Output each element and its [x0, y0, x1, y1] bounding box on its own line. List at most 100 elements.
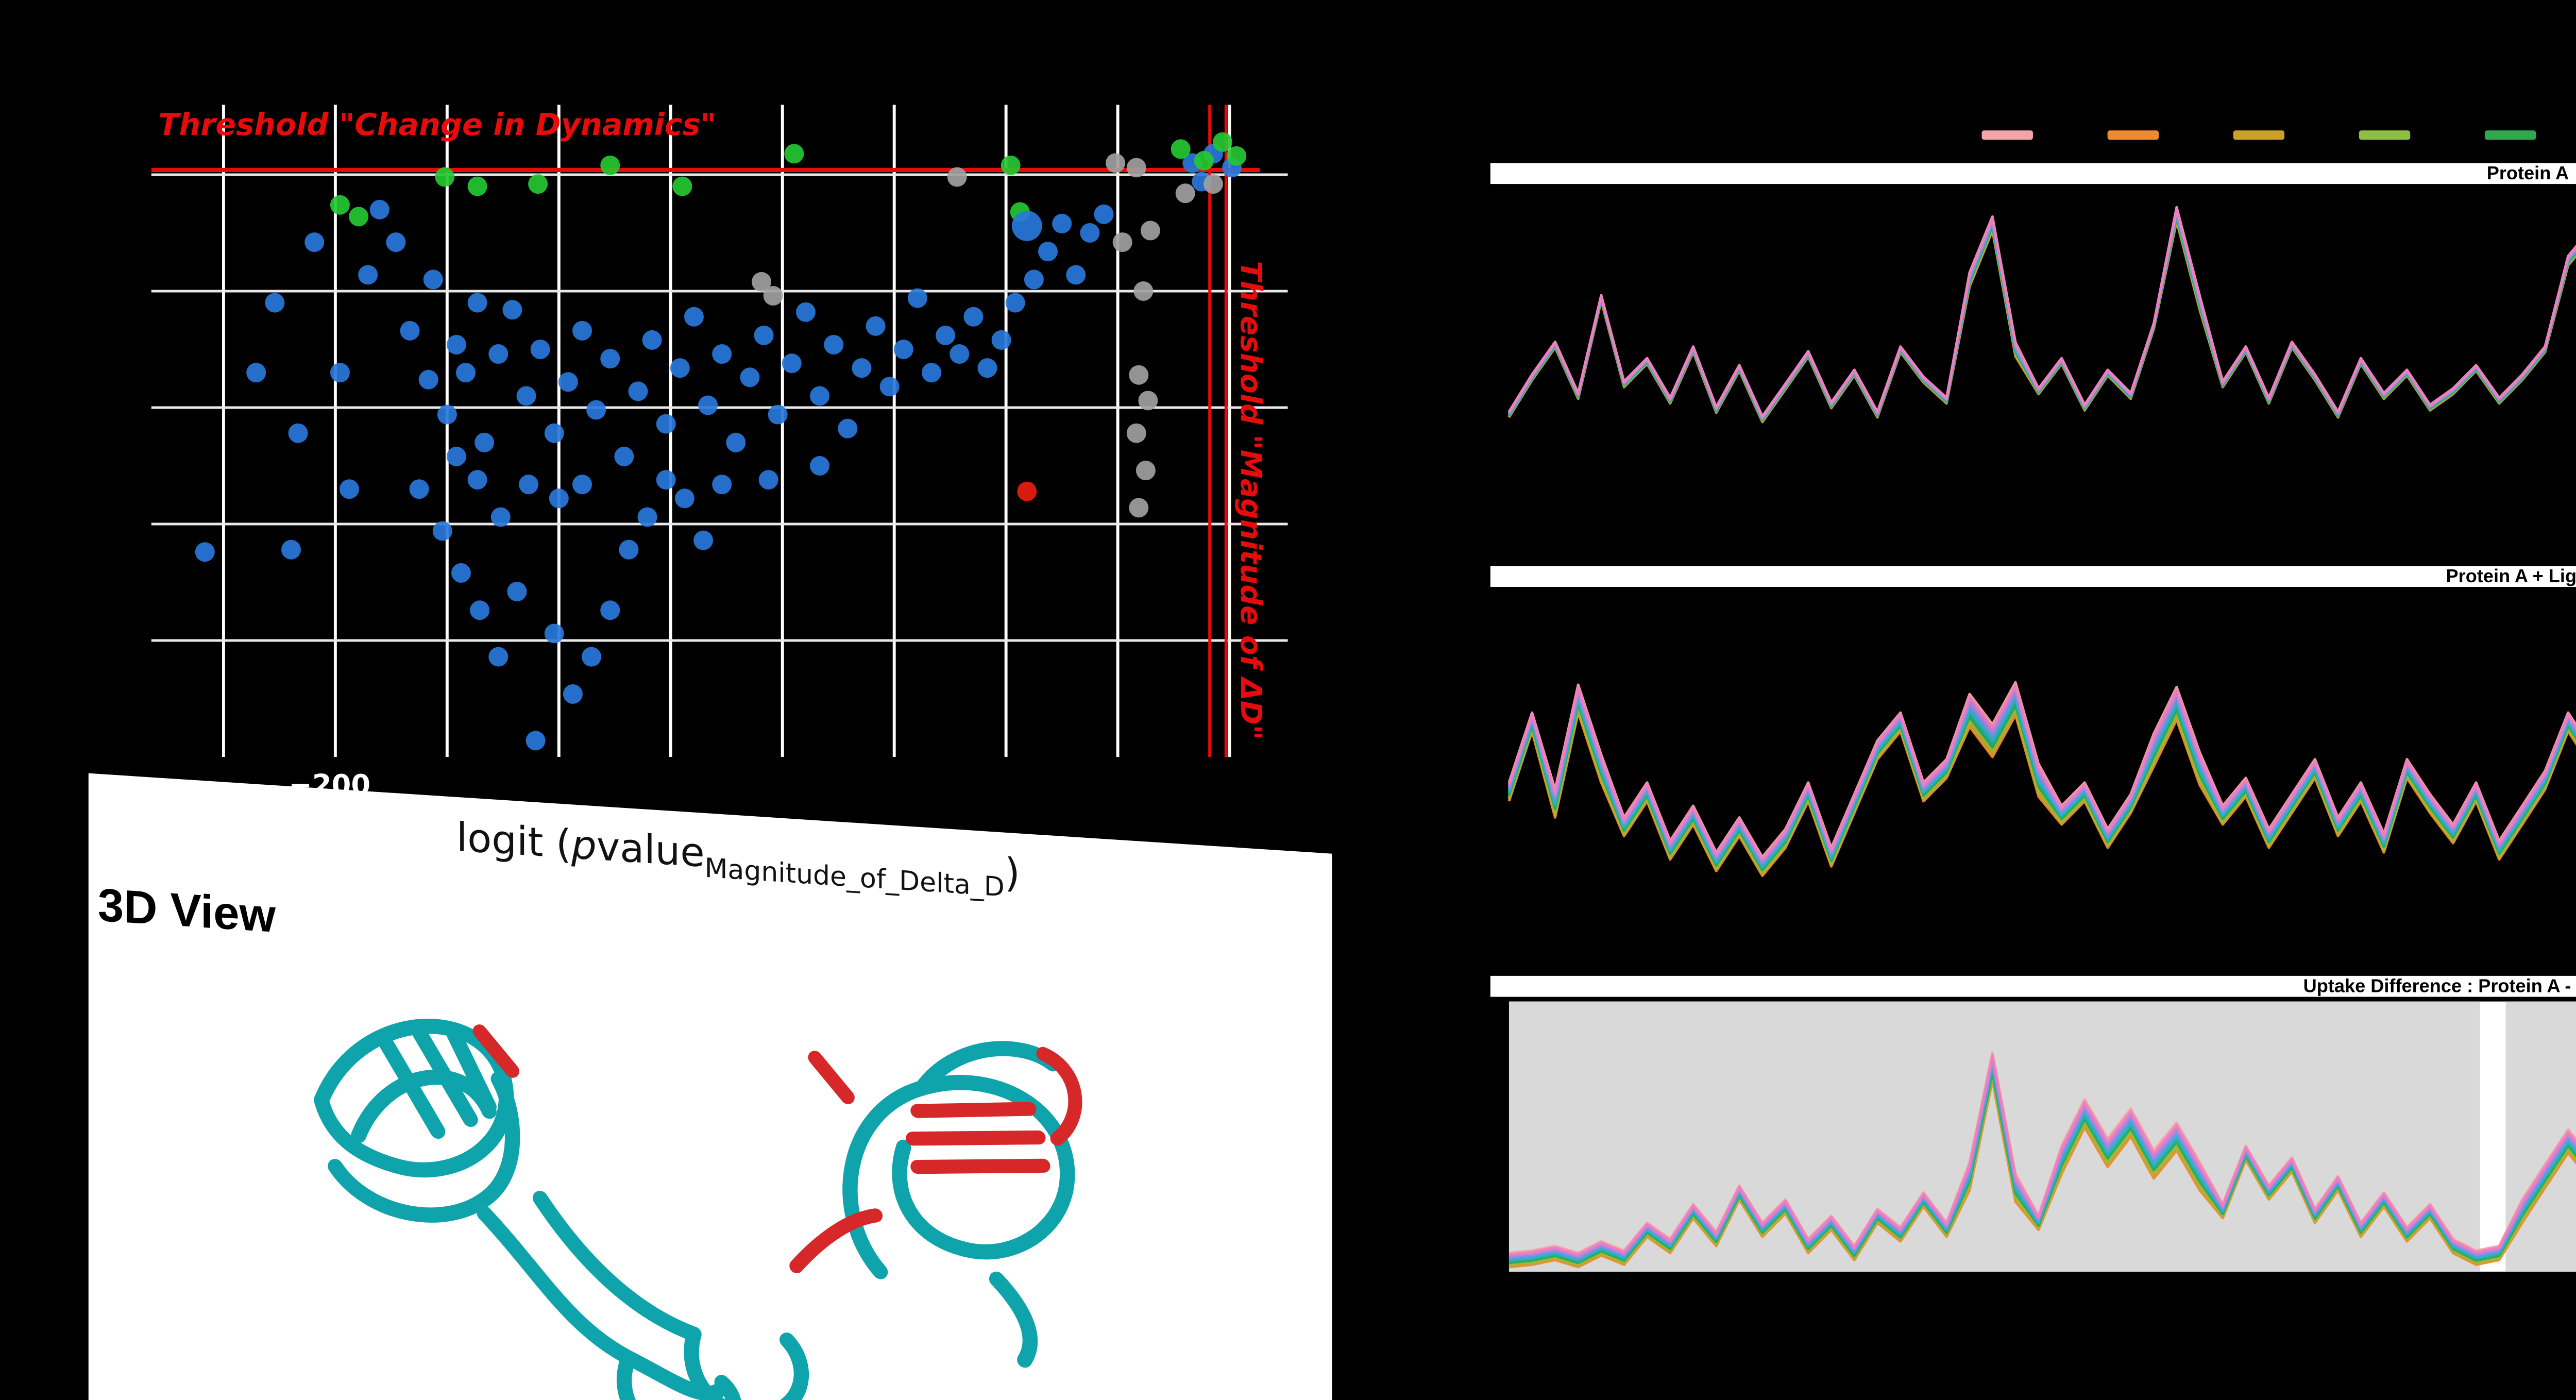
volcano-point-gray[interactable]: [947, 167, 967, 187]
legend-swatch[interactable]: [2233, 130, 2285, 139]
volcano-point-blue[interactable]: [330, 363, 350, 383]
legend-swatch[interactable]: [1981, 130, 2033, 139]
volcano-point-blue[interactable]: [879, 377, 900, 397]
volcano-point-blue[interactable]: [698, 395, 718, 415]
volcano-point-blue[interactable]: [446, 446, 466, 466]
volcano-point-blue[interactable]: [628, 381, 648, 401]
volcano-point-blue[interactable]: [526, 731, 546, 751]
volcano-point-blue[interactable]: [288, 423, 308, 443]
volcano-point-blue[interactable]: [670, 358, 690, 378]
volcano-point-blue[interactable]: [977, 358, 997, 378]
volcano-point-blue[interactable]: [544, 423, 564, 443]
volcano-point-gray[interactable]: [763, 286, 783, 306]
volcano-point-blue[interactable]: [712, 475, 732, 495]
volcano-point-blue[interactable]: [451, 563, 471, 583]
volcano-point-blue[interactable]: [684, 307, 704, 327]
volcano-point-blue[interactable]: [907, 288, 927, 308]
volcano-point-blue[interactable]: [1080, 223, 1100, 243]
volcano-point-blue[interactable]: [936, 325, 956, 345]
uptake-curve-proteinA-ligand[interactable]: [1507, 610, 2576, 868]
volcano-point-blue[interactable]: [572, 321, 592, 341]
volcano-point-blue[interactable]: [1094, 204, 1114, 224]
volcano-point-blue[interactable]: [600, 349, 620, 369]
volcano-point-blue[interactable]: [614, 446, 634, 466]
volcano-point-gray[interactable]: [1126, 423, 1146, 443]
volcano-point-blue[interactable]: [754, 325, 774, 345]
volcano-point-blue[interactable]: [432, 521, 452, 541]
uptake-curve-proteinA-ligand[interactable]: [1507, 619, 2576, 872]
volcano-point-gray[interactable]: [1203, 174, 1223, 194]
volcano-point-blue[interactable]: [740, 367, 760, 387]
volcano-point-blue[interactable]: [304, 232, 325, 252]
legend-swatch[interactable]: [2484, 130, 2536, 139]
volcano-point-green[interactable]: [1213, 132, 1232, 152]
volcano-point-gray[interactable]: [1129, 365, 1149, 385]
volcano-point-gray[interactable]: [1138, 391, 1158, 411]
uptake-curve-proteinA-ligand[interactable]: [1507, 615, 2576, 870]
volcano-point-blue[interactable]: [1066, 265, 1086, 285]
volcano-point-blue[interactable]: [265, 293, 285, 313]
volcano-point-blue[interactable]: [358, 265, 378, 285]
volcano-point-gray[interactable]: [1133, 281, 1154, 301]
volcano-point-green[interactable]: [672, 176, 692, 196]
volcano-point-red[interactable]: [1017, 481, 1037, 501]
volcano-point-blue[interactable]: [446, 334, 466, 355]
volcano-point-blue[interactable]: [637, 507, 657, 527]
volcano-point-green[interactable]: [435, 167, 455, 187]
volcano-point-blue[interactable]: [502, 300, 522, 320]
volcano-point-green[interactable]: [1001, 155, 1021, 175]
volcano-point-blue[interactable]: [467, 470, 487, 490]
volcano-point-blue[interactable]: [656, 470, 676, 490]
volcano-point-blue[interactable]: [1038, 242, 1058, 262]
uptake-curve-proteinA-ligand[interactable]: [1507, 605, 2576, 866]
volcano-point-blue[interactable]: [712, 344, 732, 364]
volcano-point-blue[interactable]: [488, 647, 509, 667]
volcano-point-blue[interactable]: [1011, 211, 1042, 241]
uptake-curve-proteinA-ligand[interactable]: [1507, 596, 2576, 858]
volcano-point-blue[interactable]: [488, 344, 509, 364]
volcano-point-blue[interactable]: [991, 330, 1011, 350]
volcano-point-blue[interactable]: [467, 293, 487, 313]
volcano-point-blue[interactable]: [582, 647, 602, 667]
volcano-point-blue[interactable]: [586, 400, 606, 420]
legend-swatch[interactable]: [2359, 130, 2411, 139]
volcano-point-blue[interactable]: [544, 623, 564, 644]
volcano-point-green[interactable]: [1227, 146, 1247, 166]
volcano-point-blue[interactable]: [824, 334, 844, 355]
volcano-point-blue[interactable]: [369, 199, 389, 220]
volcano-point-blue[interactable]: [530, 340, 550, 359]
uptake-curve-uptake-difference[interactable]: [1509, 1054, 2576, 1256]
volcano-point-blue[interactable]: [437, 404, 457, 425]
volcano-point-blue[interactable]: [386, 232, 406, 252]
volcano-point-blue[interactable]: [950, 344, 970, 364]
uptake-curve-proteinA-ligand[interactable]: [1507, 596, 2576, 861]
volcano-point-green[interactable]: [600, 155, 620, 175]
volcano-point-gray[interactable]: [1126, 158, 1146, 178]
volcano-point-green[interactable]: [349, 207, 369, 227]
volcano-point-green[interactable]: [1194, 150, 1214, 171]
volcano-point-blue[interactable]: [810, 386, 830, 406]
volcano-point-blue[interactable]: [490, 507, 511, 527]
volcano-point-blue[interactable]: [563, 684, 583, 704]
volcano-point-blue[interactable]: [893, 340, 913, 359]
volcano-point-green[interactable]: [1171, 139, 1191, 159]
volcano-point-blue[interactable]: [782, 353, 802, 374]
volcano-point-blue[interactable]: [507, 582, 527, 602]
volcano-point-blue[interactable]: [963, 307, 984, 327]
volcano-point-blue[interactable]: [656, 414, 676, 434]
volcano-point-blue[interactable]: [549, 488, 569, 509]
volcano-point-gray[interactable]: [1112, 232, 1132, 252]
volcano-point-green[interactable]: [784, 144, 804, 164]
uptake-curve-proteinA[interactable]: [1507, 207, 2576, 418]
volcano-point-blue[interactable]: [866, 316, 886, 336]
volcano-point-green[interactable]: [330, 195, 350, 215]
volcano-point-blue[interactable]: [195, 542, 215, 562]
volcano-point-blue[interactable]: [1024, 269, 1044, 290]
volcano-point-gray[interactable]: [1140, 221, 1160, 241]
volcano-point-gray[interactable]: [1106, 153, 1126, 173]
volcano-point-blue[interactable]: [674, 488, 694, 509]
volcano-point-blue[interactable]: [726, 432, 746, 452]
uptake-curve-proteinA-ligand[interactable]: [1507, 601, 2576, 864]
volcano-point-blue[interactable]: [1005, 293, 1025, 313]
